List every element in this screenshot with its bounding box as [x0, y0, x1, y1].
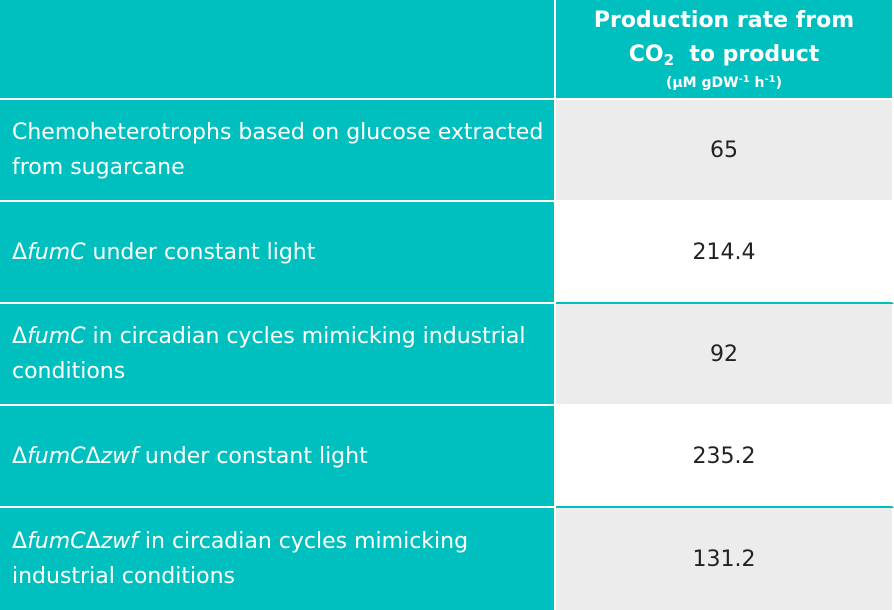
header-production-rate: Production rate from CO2 to product (µM … — [556, 0, 894, 100]
row-3-label-text: ΔfumC in circadian cycles mimicking indu… — [12, 319, 544, 389]
gene-fumc: fumC — [27, 529, 86, 554]
row-5-value: 131.2 — [692, 546, 756, 572]
row-2-label-text: ΔfumC under constant light — [12, 235, 315, 270]
header-co-subscript: 2 — [663, 51, 674, 69]
delta-symbol: Δ — [12, 529, 28, 554]
delta-symbol: Δ — [12, 443, 28, 469]
row-label-fumc-zwf-constant-light: ΔfumCΔzwf under constant light — [0, 406, 556, 508]
row-1-label-text: Chemoheterotrophs based on glucose extra… — [12, 120, 544, 180]
header-empty-cell — [0, 0, 556, 100]
row-5-label-text: ΔfumCΔzwf in circadian cycles mimicking … — [12, 524, 544, 594]
row-3-label-rest: in circadian cycles mimicking industrial… — [12, 324, 533, 384]
row-3-value: 92 — [710, 341, 738, 367]
row-value-chemoheterotrophs: 65 — [556, 100, 894, 202]
row-4-label-text: ΔfumCΔzwf under constant light — [12, 439, 368, 474]
gene-zwf: zwf — [100, 443, 138, 469]
row-value-fumc-zwf-circadian: 131.2 — [556, 508, 894, 610]
row-1-value: 65 — [710, 137, 738, 163]
delta-symbol-2: Δ — [85, 443, 101, 469]
units-prefix: (µM gDW — [665, 75, 739, 91]
row-value-fumc-zwf-constant-light: 235.2 — [556, 406, 894, 508]
units-mid: h — [749, 75, 765, 91]
row-label-fumc-zwf-circadian: ΔfumCΔzwf in circadian cycles mimicking … — [0, 508, 556, 610]
row-5-label-rest: in circadian cycles mimicking industrial… — [12, 529, 476, 589]
gene-zwf: zwf — [100, 529, 138, 554]
row-value-fumc-constant-light: 214.4 — [556, 202, 894, 304]
header-co: CO — [628, 42, 664, 67]
header-line-2: CO2 to product — [629, 38, 820, 72]
header-line-1: Production rate from — [593, 8, 855, 33]
row-value-fumc-circadian: 92 — [556, 304, 894, 406]
row-label-chemoheterotrophs: Chemoheterotrophs based on glucose extra… — [0, 100, 556, 202]
delta-symbol: Δ — [12, 239, 28, 265]
gene-fumc: fumC — [27, 443, 86, 469]
gene-fumc: fumC — [27, 324, 86, 349]
row-2-label-rest: under constant light — [85, 239, 316, 265]
row-4-value: 235.2 — [692, 443, 756, 469]
gene-fumc: fumC — [27, 239, 86, 265]
header-units: (µM gDW-1 h-1) — [666, 72, 782, 94]
delta-symbol: Δ — [12, 324, 28, 349]
units-suffix: ) — [775, 75, 783, 91]
units-sup-2: -1 — [764, 74, 776, 85]
row-label-fumc-constant-light: ΔfumC under constant light — [0, 202, 556, 304]
row-4-label-rest: under constant light — [137, 443, 368, 469]
row-2-value: 214.4 — [692, 239, 756, 265]
row-label-fumc-circadian: ΔfumC in circadian cycles mimicking indu… — [0, 304, 556, 406]
header-to-product: to product — [674, 42, 820, 67]
delta-symbol-2: Δ — [85, 529, 101, 554]
units-sup-1: -1 — [738, 74, 750, 85]
